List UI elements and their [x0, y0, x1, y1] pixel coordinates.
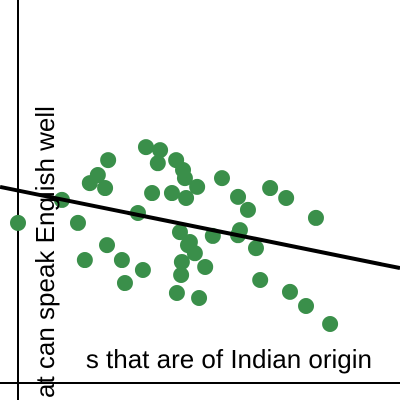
data-point [191, 289, 208, 306]
data-point [137, 139, 154, 156]
data-point [298, 298, 315, 315]
data-point [178, 190, 195, 207]
data-point [168, 284, 185, 301]
data-point [262, 180, 279, 197]
trend-line [0, 184, 400, 271]
data-point [171, 224, 188, 241]
data-point [186, 245, 203, 262]
data-point [163, 185, 180, 202]
data-point [239, 201, 256, 218]
data-point [76, 252, 93, 269]
data-point [189, 178, 206, 195]
x-axis-label: s that are of Indian origin [86, 344, 372, 374]
data-point [173, 253, 190, 270]
data-point [99, 237, 116, 254]
data-point [69, 214, 86, 231]
data-point [197, 258, 214, 275]
data-point [144, 185, 161, 202]
data-point [278, 190, 295, 207]
data-point [152, 142, 169, 159]
plot-area [0, 139, 400, 333]
data-point [97, 180, 114, 197]
data-point [149, 155, 166, 172]
data-point [230, 188, 247, 205]
data-point [175, 162, 192, 179]
data-point [247, 240, 264, 257]
data-point [134, 262, 151, 279]
data-point [252, 271, 269, 288]
data-point [173, 266, 190, 283]
data-point [113, 252, 130, 269]
data-point [322, 316, 339, 333]
data-point [89, 167, 106, 184]
data-point [307, 209, 324, 226]
data-point [10, 214, 26, 231]
data-point [116, 275, 133, 292]
data-point [281, 283, 298, 300]
data-point [100, 152, 117, 169]
y-axis-label: at can speak English well [30, 106, 60, 398]
data-point [213, 170, 230, 187]
